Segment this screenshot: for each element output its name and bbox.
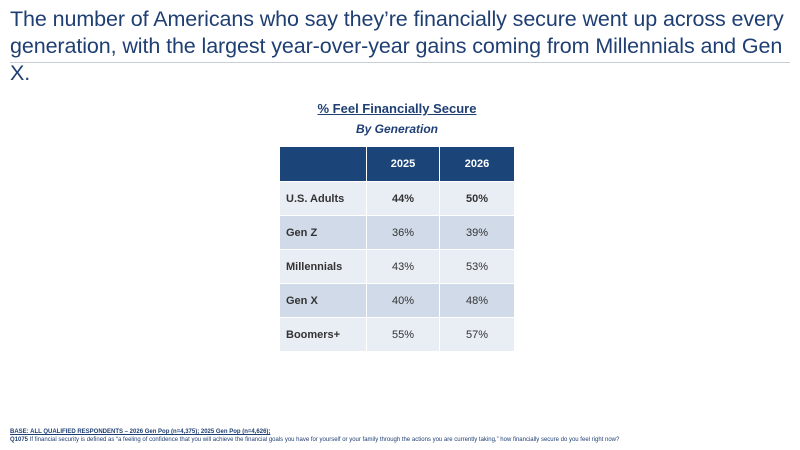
table-title: % Feel Financially Secure: [317, 101, 477, 116]
header-divider: [10, 62, 790, 63]
value-2025: 55%: [366, 317, 440, 351]
column-header-2025: 2025: [366, 147, 440, 182]
value-2025: 43%: [366, 249, 440, 284]
table-header-row: 2025 2026: [280, 147, 514, 182]
row-label: Gen X: [280, 283, 367, 318]
value-2026: 48%: [439, 283, 514, 318]
footnote-question-text: If financial security is defined as “a f…: [28, 437, 620, 443]
table-subtitle: By Generation: [355, 122, 439, 136]
table-row-gen-z: Gen Z 36% 39%: [280, 215, 514, 250]
value-2025: 36%: [366, 215, 440, 250]
value-2026: 39%: [439, 215, 514, 250]
table-row-millennials: Millennials 43% 53%: [280, 249, 514, 284]
table-row-boomers: Boomers+ 55% 57%: [280, 317, 514, 351]
column-header-2026: 2026: [439, 147, 514, 182]
footnote: BASE: ALL QUALIFIED RESPONDENTS – 2026 G…: [10, 428, 790, 444]
footnote-base: BASE: ALL QUALIFIED RESPONDENTS – 2026 G…: [10, 429, 271, 435]
page-headline: The number of Americans who say they’re …: [10, 7, 784, 85]
value-2026: 53%: [439, 249, 514, 284]
row-label: U.S. Adults: [280, 181, 367, 216]
value-2026: 57%: [439, 317, 514, 351]
row-label: Gen Z: [280, 215, 367, 250]
value-2026: 50%: [439, 181, 514, 216]
header-corner-cell: [280, 147, 367, 182]
footnote-question-label: Q1075: [10, 437, 29, 443]
financial-security-table: 2025 2026 U.S. Adults 44% 50% Gen Z 36% …: [280, 147, 514, 351]
value-2025: 40%: [366, 283, 440, 318]
row-label: Millennials: [280, 249, 367, 284]
table-row-gen-x: Gen X 40% 48%: [280, 283, 514, 318]
value-2025: 44%: [366, 181, 440, 216]
table-row-us-adults: U.S. Adults 44% 50%: [280, 181, 514, 216]
row-label: Boomers+: [280, 317, 367, 351]
